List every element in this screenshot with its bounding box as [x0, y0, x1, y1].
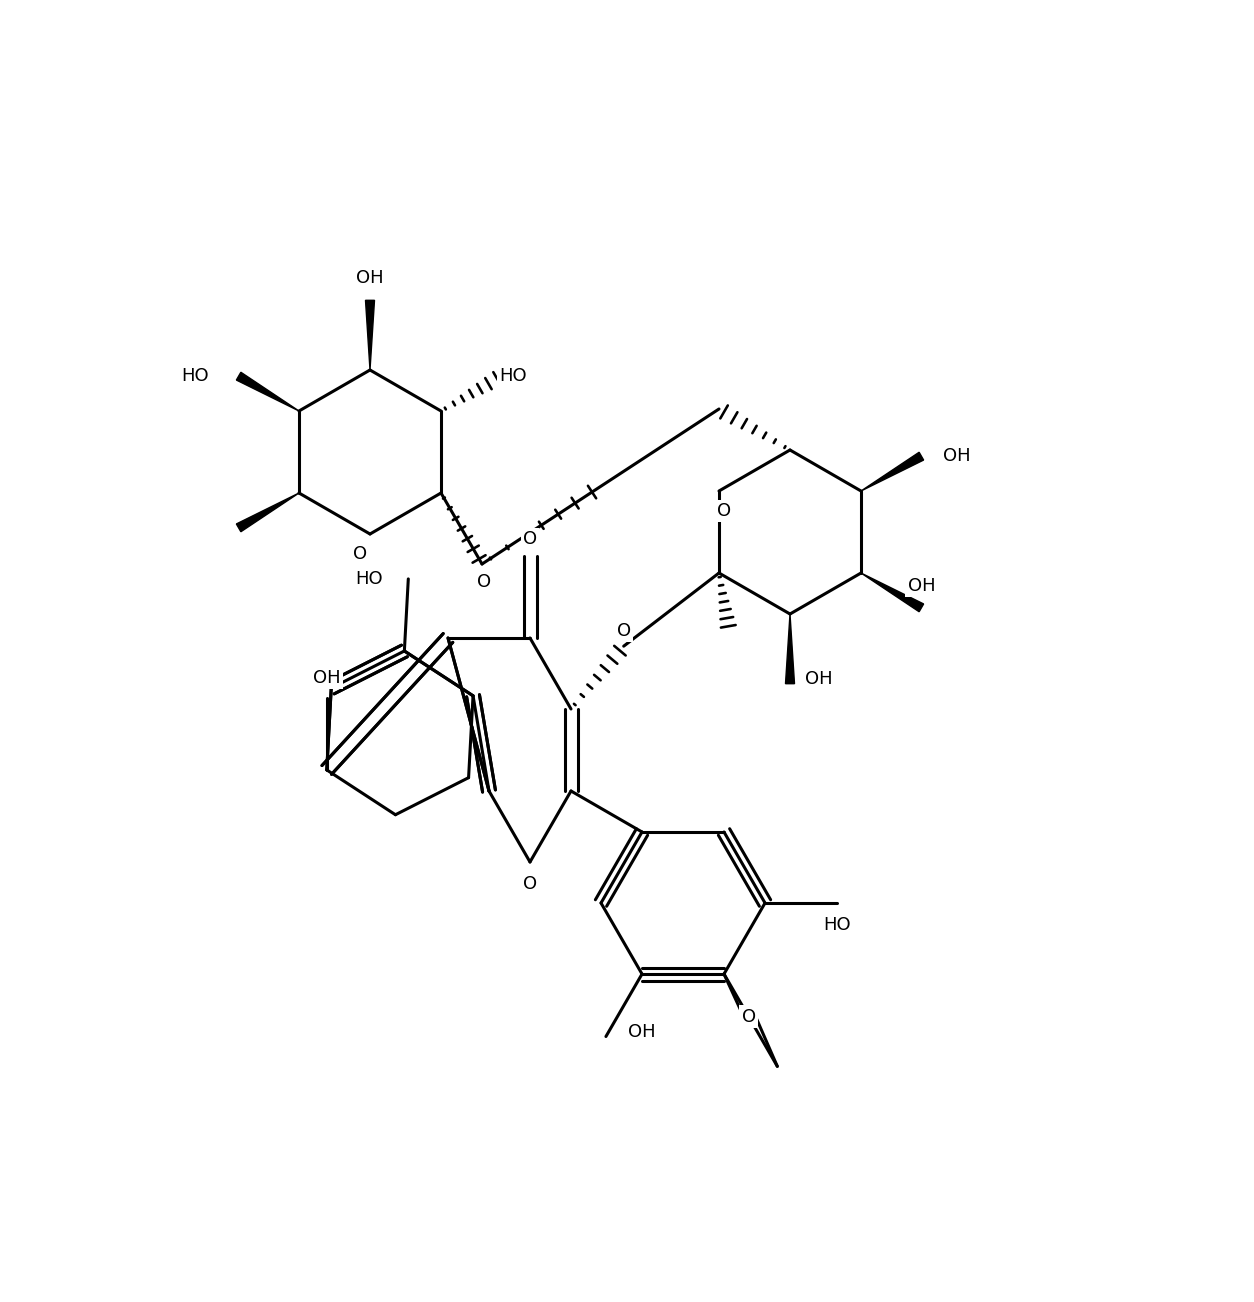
Text: O: O — [477, 573, 492, 591]
Text: HO: HO — [499, 367, 527, 385]
Polygon shape — [861, 452, 924, 491]
Text: OH: OH — [943, 447, 971, 465]
Text: O: O — [523, 875, 537, 893]
Text: O: O — [617, 622, 631, 641]
Polygon shape — [365, 301, 375, 370]
Text: HO: HO — [356, 570, 384, 589]
Text: O: O — [352, 546, 367, 562]
Polygon shape — [785, 615, 795, 684]
Text: OH: OH — [356, 270, 384, 288]
Text: O: O — [523, 530, 537, 548]
Text: HO: HO — [824, 917, 851, 934]
Polygon shape — [861, 573, 924, 612]
Text: OH: OH — [805, 669, 833, 687]
Text: OH: OH — [628, 1022, 656, 1040]
Text: OH: OH — [908, 577, 935, 595]
Polygon shape — [236, 372, 298, 411]
Text: OH: OH — [314, 669, 341, 686]
Text: HO: HO — [181, 367, 208, 385]
Polygon shape — [236, 493, 298, 531]
Text: O: O — [741, 1008, 756, 1026]
Text: O: O — [717, 503, 731, 519]
